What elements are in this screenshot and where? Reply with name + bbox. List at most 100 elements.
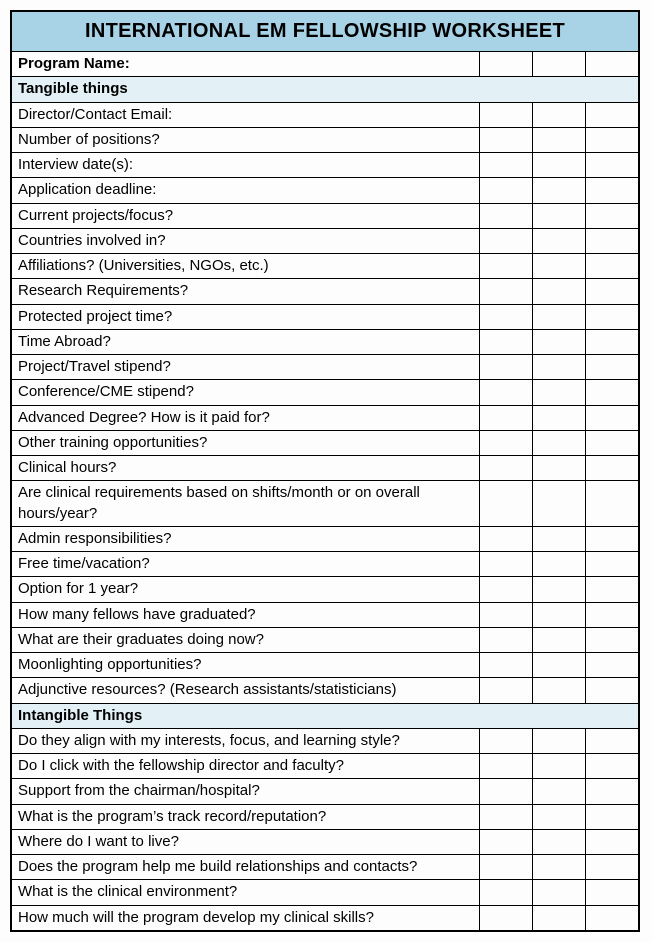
entry-cell[interactable] (533, 203, 586, 228)
entry-cell[interactable] (586, 829, 640, 854)
entry-cell[interactable] (533, 577, 586, 602)
entry-cell[interactable] (480, 355, 533, 380)
row-label: What is the program’s track record/reput… (11, 804, 480, 829)
entry-cell[interactable] (480, 552, 533, 577)
entry-cell[interactable] (480, 228, 533, 253)
entry-cell[interactable] (586, 203, 640, 228)
entry-cell[interactable] (533, 678, 586, 703)
entry-cell[interactable] (480, 804, 533, 829)
entry-cell[interactable] (480, 329, 533, 354)
entry-cell[interactable] (480, 127, 533, 152)
entry-cell[interactable] (586, 329, 640, 354)
entry-cell[interactable] (480, 678, 533, 703)
entry-cell[interactable] (480, 905, 533, 931)
entry-cell[interactable] (586, 102, 640, 127)
entry-cell[interactable] (533, 178, 586, 203)
entry-cell[interactable] (533, 779, 586, 804)
entry-cell[interactable] (533, 405, 586, 430)
entry-cell[interactable] (586, 577, 640, 602)
entry-cell[interactable] (533, 728, 586, 753)
entry-cell[interactable] (533, 905, 586, 931)
entry-cell[interactable] (480, 102, 533, 127)
entry-cell[interactable] (480, 779, 533, 804)
row-label: Research Requirements? (11, 279, 480, 304)
entry-cell[interactable] (586, 481, 640, 527)
entry-cell[interactable] (480, 602, 533, 627)
entry-cell[interactable] (586, 178, 640, 203)
entry-cell[interactable] (480, 405, 533, 430)
entry-cell[interactable] (586, 127, 640, 152)
entry-cell[interactable] (480, 653, 533, 678)
entry-cell[interactable] (533, 456, 586, 481)
program-col-3[interactable] (586, 52, 640, 77)
entry-cell[interactable] (586, 905, 640, 931)
entry-cell[interactable] (533, 127, 586, 152)
entry-cell[interactable] (533, 627, 586, 652)
entry-cell[interactable] (586, 678, 640, 703)
entry-cell[interactable] (533, 279, 586, 304)
entry-cell[interactable] (533, 481, 586, 527)
entry-cell[interactable] (533, 754, 586, 779)
entry-cell[interactable] (586, 355, 640, 380)
entry-cell[interactable] (480, 829, 533, 854)
entry-cell[interactable] (480, 203, 533, 228)
entry-cell[interactable] (586, 653, 640, 678)
entry-cell[interactable] (533, 829, 586, 854)
entry-cell[interactable] (586, 228, 640, 253)
entry-cell[interactable] (480, 754, 533, 779)
entry-cell[interactable] (480, 855, 533, 880)
section-heading-row: Intangible Things (11, 703, 639, 728)
entry-cell[interactable] (586, 855, 640, 880)
entry-cell[interactable] (533, 304, 586, 329)
entry-cell[interactable] (480, 254, 533, 279)
entry-cell[interactable] (480, 880, 533, 905)
entry-cell[interactable] (480, 728, 533, 753)
entry-cell[interactable] (533, 855, 586, 880)
entry-cell[interactable] (480, 153, 533, 178)
entry-cell[interactable] (586, 754, 640, 779)
entry-cell[interactable] (533, 602, 586, 627)
entry-cell[interactable] (586, 153, 640, 178)
entry-cell[interactable] (586, 456, 640, 481)
entry-cell[interactable] (533, 254, 586, 279)
entry-cell[interactable] (480, 526, 533, 551)
entry-cell[interactable] (533, 355, 586, 380)
entry-cell[interactable] (586, 602, 640, 627)
entry-cell[interactable] (586, 279, 640, 304)
entry-cell[interactable] (480, 456, 533, 481)
entry-cell[interactable] (480, 279, 533, 304)
program-col-2[interactable] (533, 52, 586, 77)
entry-cell[interactable] (480, 430, 533, 455)
entry-cell[interactable] (480, 481, 533, 527)
entry-cell[interactable] (586, 526, 640, 551)
entry-cell[interactable] (586, 380, 640, 405)
entry-cell[interactable] (533, 430, 586, 455)
entry-cell[interactable] (533, 228, 586, 253)
entry-cell[interactable] (533, 329, 586, 354)
entry-cell[interactable] (586, 728, 640, 753)
entry-cell[interactable] (480, 380, 533, 405)
entry-cell[interactable] (586, 880, 640, 905)
entry-cell[interactable] (480, 178, 533, 203)
entry-cell[interactable] (586, 627, 640, 652)
entry-cell[interactable] (586, 304, 640, 329)
entry-cell[interactable] (586, 552, 640, 577)
entry-cell[interactable] (533, 653, 586, 678)
entry-cell[interactable] (480, 304, 533, 329)
program-col-1[interactable] (480, 52, 533, 77)
entry-cell[interactable] (533, 804, 586, 829)
entry-cell[interactable] (586, 779, 640, 804)
entry-cell[interactable] (533, 552, 586, 577)
table-row: Other training opportunities? (11, 430, 639, 455)
entry-cell[interactable] (533, 153, 586, 178)
entry-cell[interactable] (586, 254, 640, 279)
entry-cell[interactable] (533, 880, 586, 905)
entry-cell[interactable] (480, 577, 533, 602)
entry-cell[interactable] (533, 380, 586, 405)
entry-cell[interactable] (480, 627, 533, 652)
entry-cell[interactable] (586, 804, 640, 829)
entry-cell[interactable] (533, 102, 586, 127)
entry-cell[interactable] (586, 430, 640, 455)
entry-cell[interactable] (533, 526, 586, 551)
entry-cell[interactable] (586, 405, 640, 430)
